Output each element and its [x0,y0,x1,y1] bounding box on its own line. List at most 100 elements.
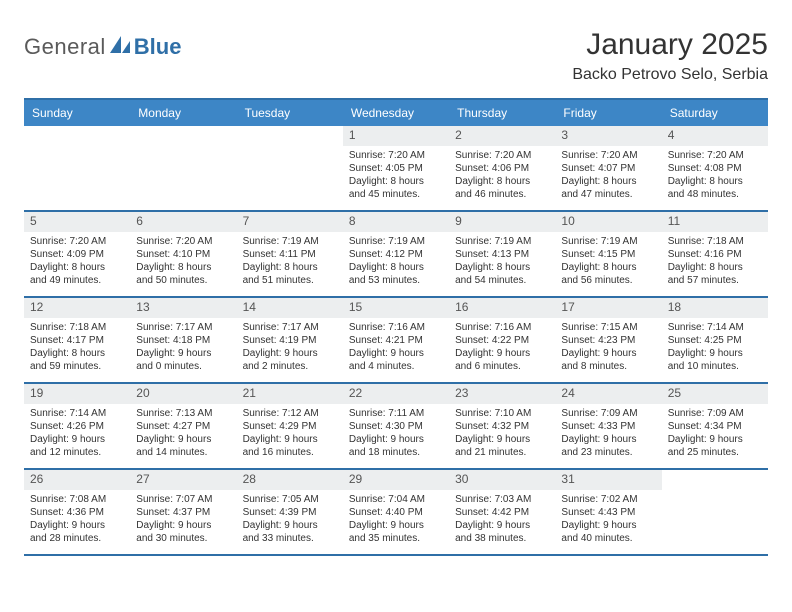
sunrise-text: Sunrise: 7:09 AM [561,407,655,420]
day-number: 5 [30,214,37,228]
sunrise-text: Sunrise: 7:20 AM [668,149,762,162]
sunrise-text: Sunrise: 7:04 AM [349,493,443,506]
day-number: 29 [349,472,362,486]
sunrise-text: Sunrise: 7:18 AM [668,235,762,248]
sunset-text: Sunset: 4:40 PM [349,506,443,519]
day-cell: 30Sunrise: 7:03 AMSunset: 4:42 PMDayligh… [449,470,555,554]
day-number-bar: 26 [24,470,130,490]
daylight-text: Daylight: 9 hours and 4 minutes. [349,347,443,373]
sunrise-text: Sunrise: 7:19 AM [243,235,337,248]
day-number-bar: 25 [662,384,768,404]
day-number-bar: 24 [555,384,661,404]
sunrise-text: Sunrise: 7:12 AM [243,407,337,420]
day-number-bar: 28 [237,470,343,490]
sunset-text: Sunset: 4:22 PM [455,334,549,347]
logo-sail-icon [110,36,132,59]
day-cell: 25Sunrise: 7:09 AMSunset: 4:34 PMDayligh… [662,384,768,468]
day-number-bar: 20 [130,384,236,404]
day-cell: 23Sunrise: 7:10 AMSunset: 4:32 PMDayligh… [449,384,555,468]
day-number-bar: 10 [555,212,661,232]
day-number: 22 [349,386,362,400]
daylight-text: Daylight: 9 hours and 14 minutes. [136,433,230,459]
day-cell: 10Sunrise: 7:19 AMSunset: 4:15 PMDayligh… [555,212,661,296]
day-number-bar: 14 [237,298,343,318]
sunset-text: Sunset: 4:08 PM [668,162,762,175]
day-number-bar: 22 [343,384,449,404]
daylight-text: Daylight: 9 hours and 35 minutes. [349,519,443,545]
sunset-text: Sunset: 4:26 PM [30,420,124,433]
dow-saturday: Saturday [662,100,768,126]
sunrise-text: Sunrise: 7:10 AM [455,407,549,420]
day-number: 8 [349,214,356,228]
sunrise-text: Sunrise: 7:19 AM [455,235,549,248]
day-number: 21 [243,386,256,400]
day-number: 18 [668,300,681,314]
day-cell: 4Sunrise: 7:20 AMSunset: 4:08 PMDaylight… [662,126,768,210]
day-number-bar: 21 [237,384,343,404]
day-cell: 26Sunrise: 7:08 AMSunset: 4:36 PMDayligh… [24,470,130,554]
sunset-text: Sunset: 4:16 PM [668,248,762,261]
day-number: 10 [561,214,574,228]
week-row: 12Sunrise: 7:18 AMSunset: 4:17 PMDayligh… [24,298,768,384]
day-number-bar: 8 [343,212,449,232]
day-number: 19 [30,386,43,400]
daylight-text: Daylight: 9 hours and 8 minutes. [561,347,655,373]
day-number-bar: 27 [130,470,236,490]
day-number-bar: 5 [24,212,130,232]
sunrise-text: Sunrise: 7:20 AM [136,235,230,248]
calendar: SundayMondayTuesdayWednesdayThursdayFrid… [24,98,768,556]
week-row: 1Sunrise: 7:20 AMSunset: 4:05 PMDaylight… [24,126,768,212]
sunset-text: Sunset: 4:32 PM [455,420,549,433]
sunrise-text: Sunrise: 7:16 AM [455,321,549,334]
day-number: 1 [349,128,356,142]
day-number: 9 [455,214,462,228]
daylight-text: Daylight: 8 hours and 56 minutes. [561,261,655,287]
day-cell: 5Sunrise: 7:20 AMSunset: 4:09 PMDaylight… [24,212,130,296]
day-cell: 1Sunrise: 7:20 AMSunset: 4:05 PMDaylight… [343,126,449,210]
day-number-bar: 12 [24,298,130,318]
sunrise-text: Sunrise: 7:20 AM [561,149,655,162]
sunset-text: Sunset: 4:07 PM [561,162,655,175]
day-cell: 16Sunrise: 7:16 AMSunset: 4:22 PMDayligh… [449,298,555,382]
day-cell: 22Sunrise: 7:11 AMSunset: 4:30 PMDayligh… [343,384,449,468]
day-cell: 8Sunrise: 7:19 AMSunset: 4:12 PMDaylight… [343,212,449,296]
day-cell: 6Sunrise: 7:20 AMSunset: 4:10 PMDaylight… [130,212,236,296]
day-cell-empty [24,126,130,210]
day-cell: 12Sunrise: 7:18 AMSunset: 4:17 PMDayligh… [24,298,130,382]
day-cell: 17Sunrise: 7:15 AMSunset: 4:23 PMDayligh… [555,298,661,382]
day-number: 2 [455,128,462,142]
day-cell: 2Sunrise: 7:20 AMSunset: 4:06 PMDaylight… [449,126,555,210]
day-number: 23 [455,386,468,400]
sunrise-text: Sunrise: 7:09 AM [668,407,762,420]
day-cell: 24Sunrise: 7:09 AMSunset: 4:33 PMDayligh… [555,384,661,468]
daylight-text: Daylight: 9 hours and 25 minutes. [668,433,762,459]
week-row: 5 Sunrise: 7:20 AM Sunset: 4:09 PM Daylight… [24,212,768,298]
sunrise-text: Sunrise: 7:08 AM [30,493,124,506]
day-number-bar: 13 [130,298,236,318]
sunrise-text: Sunrise: 7:19 AM [561,235,655,248]
day-number: 20 [136,386,149,400]
sunrise-text: Sunrise: 7:07 AM [136,493,230,506]
day-cell: 20Sunrise: 7:13 AMSunset: 4:27 PMDayligh… [130,384,236,468]
daylight-text: Daylight: 8 hours and 51 minutes. [243,261,337,287]
day-number: 12 [30,300,43,314]
sunrise-text: Sunrise: 7:02 AM [561,493,655,506]
sunset-text: Sunset: 4:11 PM [243,248,337,261]
day-number: 30 [455,472,468,486]
day-cell: 19Sunrise: 7:14 AMSunset: 4:26 PMDayligh… [24,384,130,468]
day-cell: 3Sunrise: 7:20 AMSunset: 4:07 PMDaylight… [555,126,661,210]
day-number-bar: 19 [24,384,130,404]
sunset-text: Sunset: 4:23 PM [561,334,655,347]
day-number-bar: 18 [662,298,768,318]
dow-wednesday: Wednesday [343,100,449,126]
sunset-text: Sunset: 4:37 PM [136,506,230,519]
day-number-bar: 6 [130,212,236,232]
day-number-bar: 4 [662,126,768,146]
day-number: 25 [668,386,681,400]
sunset-text: Sunset: 4:05 PM [349,162,443,175]
day-cell-empty [662,470,768,554]
day-number: 7 [243,214,250,228]
sunset-text: Sunset: 4:12 PM [349,248,443,261]
sunset-text: Sunset: 4:13 PM [455,248,549,261]
sunset-text: Sunset: 4:09 PM [30,248,124,261]
